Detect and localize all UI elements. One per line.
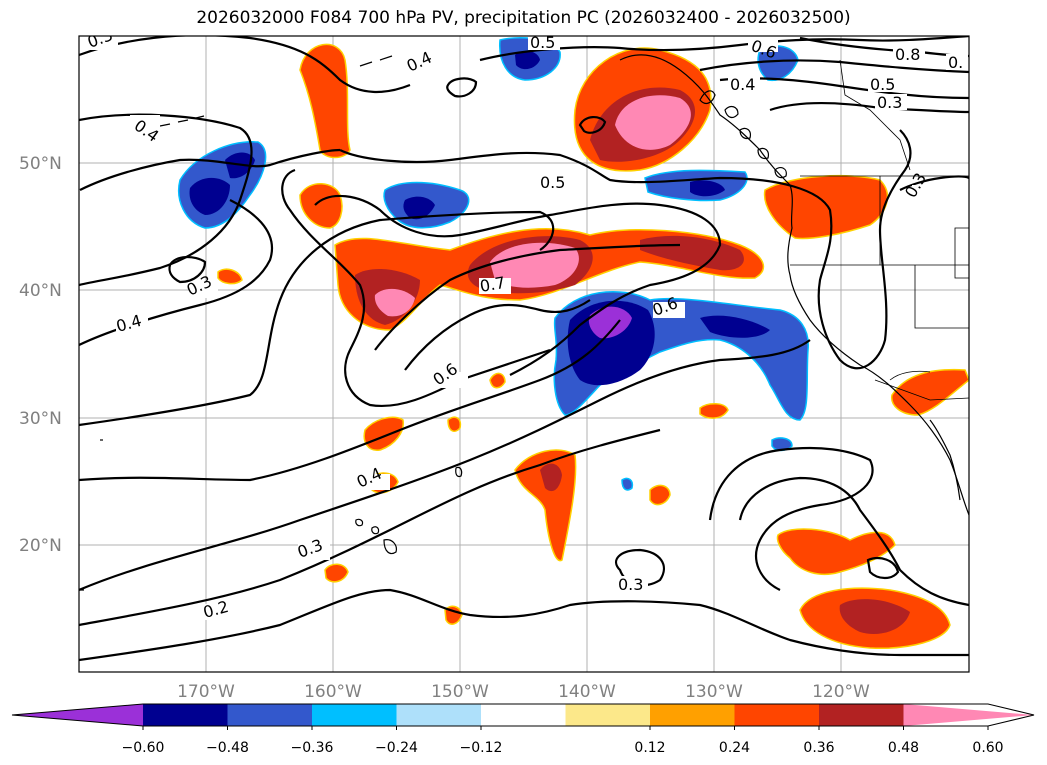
precip-region-south-a [363,416,404,451]
precip-region-baja [776,528,896,576]
contour-line [79,210,555,427]
contour-label: 0.7 [478,273,506,296]
contour-line [866,556,900,580]
positive-precip-anomaly-regions [217,43,969,649]
contour-line [79,319,621,482]
contour-line [404,299,591,371]
longitude-label: 170°W [177,682,235,702]
contour-label: 0.5 [540,173,565,192]
contour-line [339,129,912,370]
colorbar-segment [396,704,482,726]
contour-label: 0.3 [877,93,902,112]
colorbar-tick-label: 0.12 [634,740,665,756]
contour-label: 0.4 [730,75,755,94]
precip-region-socal [891,368,969,416]
latitude-label: 20°N [19,536,62,556]
contour-line [168,256,207,284]
contour-line [446,77,478,98]
precip-peak-central [490,242,579,288]
longitude-label: 150°W [431,682,489,702]
colorbar-tick-label: −0.36 [291,740,334,756]
precip-peak-gulf-alaska [615,95,691,150]
colorbar-segment [650,704,735,726]
colorbar-segments [12,704,1034,726]
colorbar-segment [819,704,904,726]
contour-line [374,243,681,351]
colorbar-ticks: −0.60 −0.48 −0.36 −0.24 −0.12 0.12 0.24 0.36 0.4… [122,726,1004,756]
contour-label: 0.8 [895,45,920,64]
precip-region-mid-nw [299,183,343,229]
contour-line [479,36,969,62]
contour-line [578,116,607,134]
contour-line [899,175,969,191]
contour-line [79,588,969,662]
colorbar-segment [227,704,313,726]
colorbar-segment [312,704,397,726]
colorbar-tick-label: 0.48 [888,740,919,756]
colorbar-tick-label: 0.60 [972,740,1003,756]
colorbar-tick-label: −0.60 [122,740,165,756]
longitude-label: 130°W [685,682,743,702]
latitude-label: 40°N [19,281,62,301]
colorbar-extend-min [12,704,143,726]
longitude-label: 140°W [558,682,616,702]
colorbar-tick-label: −0.48 [206,740,249,756]
coastline [80,54,969,591]
contour-label: 0.5 [870,75,895,94]
precip-peak-neg-central [588,306,632,339]
longitude-axis-labels: 170°W 160°W 150°W 140°W 130°W 120°W [177,682,870,702]
colorbar-extend-max [903,704,1034,726]
precip-region-bering [299,43,351,159]
contour-line [79,428,661,627]
colorbar-tick-label: 0.24 [719,740,750,756]
precip-peak-west [374,288,415,317]
contour-line [699,59,969,74]
contour-line [738,476,969,607]
contour-labels: 0.3 0.5 0.4 0.6 0.8 0. 0.4 0.5 0.3 0.5 0… [85,33,968,622]
contour-line [79,148,341,191]
longitude-label: 120°W [812,682,870,702]
contour-line [79,339,811,592]
contour-line [79,36,411,94]
colorbar: −0.60 −0.48 −0.36 −0.24 −0.12 0.12 0.24 0.36 0.4… [11,703,1035,756]
latitude-axis-labels: 50°N 40°N 30°N 20°N [19,154,62,556]
contour-line [314,194,722,376]
contour-label: 0.3 [618,575,643,594]
colorbar-tick-label: −0.24 [375,740,418,756]
contour-label: 0. [948,53,963,72]
colorbar-segment [734,704,820,726]
colorbar-segment [565,704,651,726]
map-plot-area: 0.3 0.5 0.4 0.6 0.8 0. 0.4 0.5 0.3 0.5 0… [79,33,969,672]
contour-line [708,446,874,591]
map-frame [78,35,970,673]
latitude-label: 50°N [19,154,62,174]
contour-line [79,113,253,287]
longitude-label: 160°W [304,682,362,702]
colorbar-segment [143,704,228,726]
colorbar-segment [481,704,566,726]
colorbar-tick-label: −0.12 [460,740,503,756]
latitude-label: 30°N [19,409,62,429]
map-title: 2026032000 F084 700 hPa PV, precipitatio… [196,8,851,28]
contour-label: 0.5 [530,33,555,52]
colorbar-outline [11,703,1035,727]
colorbar-tick-label: 0.36 [803,740,834,756]
